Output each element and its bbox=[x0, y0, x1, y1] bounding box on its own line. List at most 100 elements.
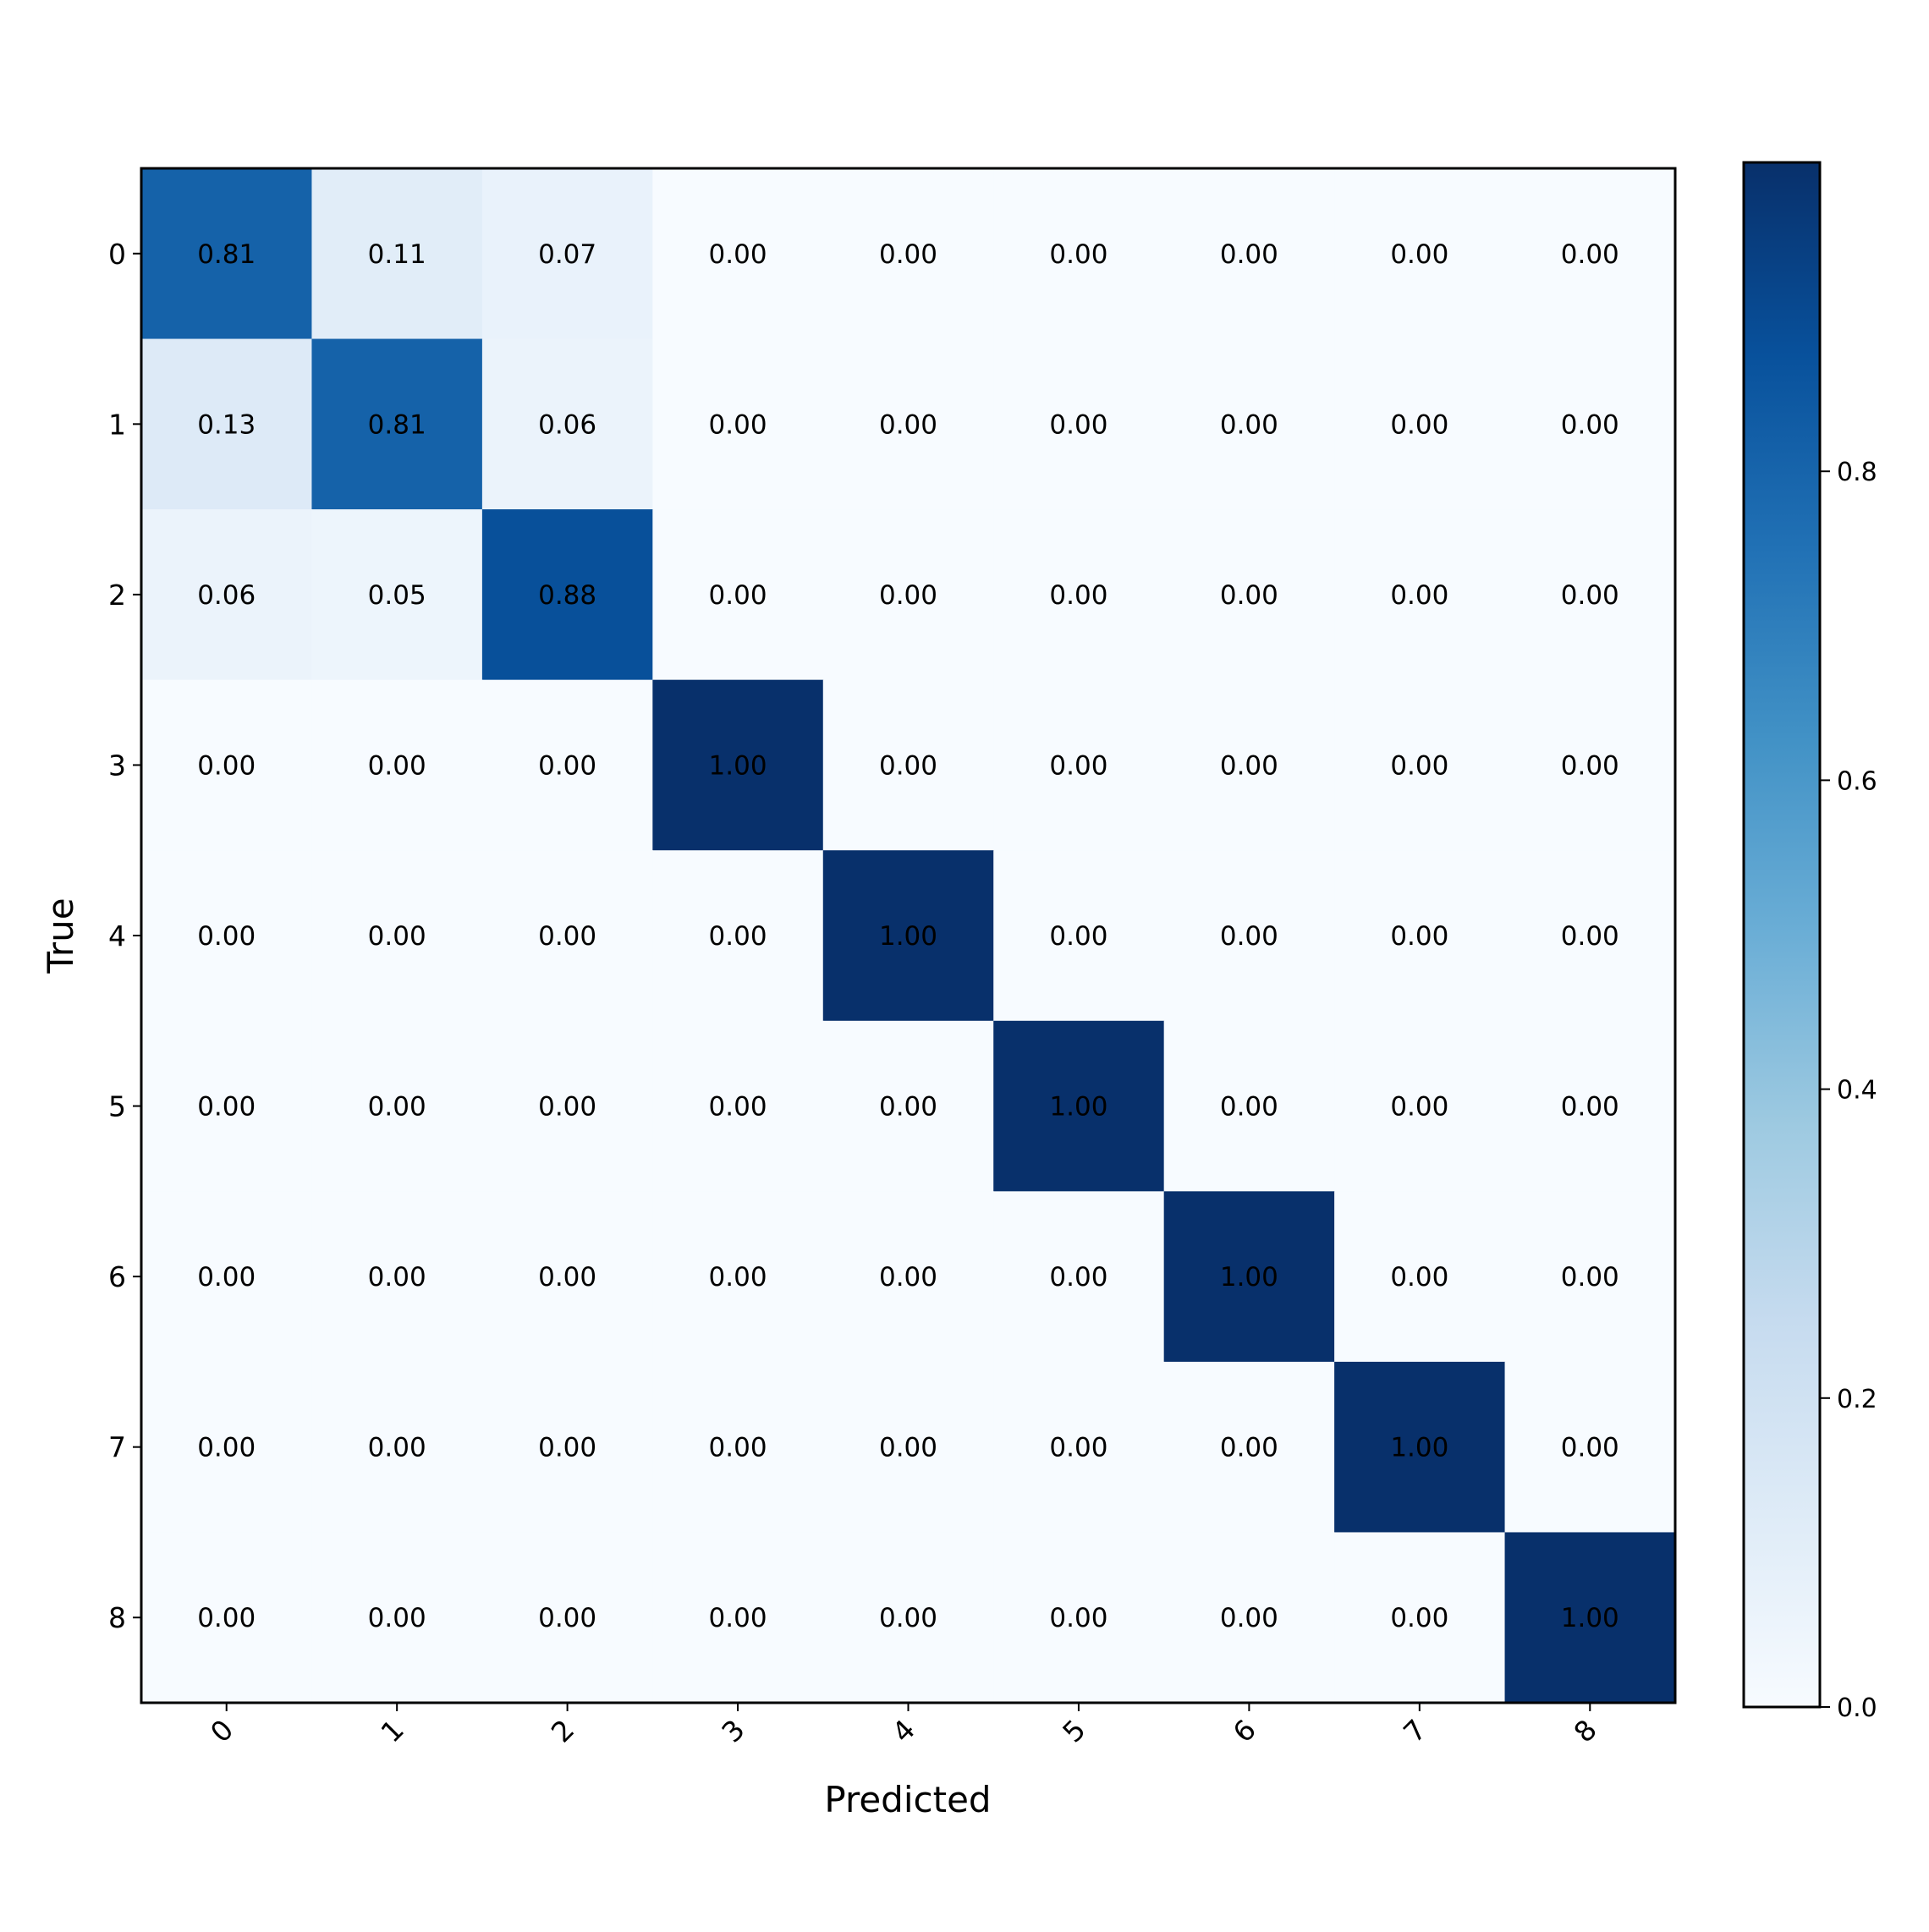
heatmap-cell bbox=[1163, 1020, 1335, 1192]
cell-value-label: 0.00 bbox=[1049, 1262, 1107, 1293]
heatmap-cell bbox=[1163, 1361, 1335, 1534]
x-tick-label: 3 bbox=[715, 1713, 750, 1748]
heatmap-cell bbox=[652, 850, 824, 1022]
colorbar-tick-label: 0.4 bbox=[1837, 1076, 1877, 1106]
heatmap-cell bbox=[141, 168, 313, 340]
cell-value-label: 0.00 bbox=[879, 1092, 937, 1122]
y-tick-label: 7 bbox=[108, 1431, 126, 1464]
heatmap-cell bbox=[993, 1532, 1165, 1704]
heatmap-cell bbox=[311, 1191, 483, 1363]
heatmap-cell bbox=[1334, 679, 1506, 851]
heatmap-cell bbox=[481, 168, 653, 340]
cell-value-label: 0.00 bbox=[197, 1433, 256, 1463]
heatmap-cell bbox=[1163, 850, 1335, 1022]
heatmap-cell bbox=[1504, 1191, 1676, 1363]
heatmap-cell bbox=[1163, 509, 1335, 681]
colorbar-tick-label: 0.2 bbox=[1837, 1385, 1877, 1414]
heatmap-cell bbox=[1504, 679, 1676, 851]
cell-value-label: 0.00 bbox=[879, 1433, 937, 1463]
cell-value-label: 0.00 bbox=[368, 1262, 426, 1293]
cell-value-label: 0.00 bbox=[879, 1262, 937, 1293]
heatmap-cell bbox=[652, 1191, 824, 1363]
cell-value-label: 0.00 bbox=[538, 921, 596, 952]
cell-value-label: 0.00 bbox=[1561, 409, 1619, 440]
heatmap-cell bbox=[311, 338, 483, 510]
cell-value-label: 0.00 bbox=[709, 921, 767, 952]
cell-value-label: 0.00 bbox=[197, 750, 256, 781]
heatmap-cell bbox=[141, 1020, 313, 1192]
y-axis-label: True bbox=[40, 897, 81, 974]
cell-value-label: 0.00 bbox=[538, 1092, 596, 1122]
cell-value-labels: 0.81 0.11 0.07 0.00 0.00 0.00 0.00 0.00 0.00 0.13… bbox=[197, 239, 1619, 1633]
heatmap-cell bbox=[652, 1361, 824, 1534]
cell-value-label: 0.00 bbox=[1220, 1433, 1278, 1463]
x-tick-label: 4 bbox=[886, 1713, 921, 1748]
heatmap-cell bbox=[1334, 1532, 1506, 1704]
heatmap-cell bbox=[311, 679, 483, 851]
cell-value-label: 0.06 bbox=[538, 409, 596, 440]
cell-value-label: 0.00 bbox=[1390, 580, 1448, 611]
cell-value-label: 0.00 bbox=[1049, 750, 1107, 781]
x-tick-label: 8 bbox=[1568, 1713, 1603, 1748]
cell-value-label: 0.00 bbox=[538, 750, 596, 781]
x-tick-label: 2 bbox=[545, 1713, 580, 1748]
cell-value-label: 0.00 bbox=[709, 1092, 767, 1122]
heatmap-cell bbox=[993, 1361, 1165, 1534]
heatmap-cell bbox=[141, 679, 313, 851]
heatmap-cell bbox=[141, 1361, 313, 1534]
heatmap-cell bbox=[311, 1361, 483, 1534]
cell-value-label: 0.00 bbox=[368, 921, 426, 952]
heatmap-cell bbox=[481, 1361, 653, 1534]
cell-value-label: 0.07 bbox=[538, 239, 596, 270]
cell-value-label: 0.00 bbox=[1049, 1603, 1107, 1633]
y-tick-label: 3 bbox=[108, 749, 126, 782]
cell-value-label: 0.00 bbox=[709, 1603, 767, 1633]
heatmap-cell bbox=[822, 509, 994, 681]
heatmap-cell bbox=[1334, 1191, 1506, 1363]
cell-value-label: 0.00 bbox=[1049, 1433, 1107, 1463]
cell-value-label: 0.00 bbox=[1561, 580, 1619, 611]
heatmap-cell bbox=[652, 168, 824, 340]
heatmap-cell bbox=[993, 850, 1165, 1022]
heatmap-cell bbox=[141, 509, 313, 681]
cell-value-label: 0.00 bbox=[1220, 409, 1278, 440]
cell-value-label: 0.00 bbox=[368, 1092, 426, 1122]
y-tick-label: 0 bbox=[108, 238, 126, 271]
cell-value-label: 0.00 bbox=[1220, 580, 1278, 611]
cell-value-label: 0.00 bbox=[197, 1262, 256, 1293]
cell-value-label: 0.00 bbox=[197, 921, 256, 952]
heatmap-cell bbox=[311, 168, 483, 340]
heatmap-cell bbox=[481, 679, 653, 851]
heatmap-cell bbox=[993, 509, 1165, 681]
heatmap-cell bbox=[1334, 1020, 1506, 1192]
y-tick-label: 8 bbox=[108, 1601, 126, 1634]
heatmap-cell bbox=[141, 850, 313, 1022]
heatmap-cell bbox=[652, 509, 824, 681]
x-tick-label: 7 bbox=[1397, 1713, 1432, 1748]
cell-value-label: 0.00 bbox=[197, 1603, 256, 1633]
cell-value-label: 0.00 bbox=[1390, 1092, 1448, 1122]
cell-value-label: 0.00 bbox=[1390, 1262, 1448, 1293]
heatmap-cell bbox=[822, 1191, 994, 1363]
cell-value-label: 1.00 bbox=[879, 921, 937, 952]
heatmap-cell bbox=[822, 168, 994, 340]
cell-value-label: 0.00 bbox=[1561, 750, 1619, 781]
cell-value-label: 0.00 bbox=[1220, 239, 1278, 270]
heatmap-cell bbox=[993, 679, 1165, 851]
cell-value-label: 1.00 bbox=[1049, 1092, 1107, 1122]
cell-value-label: 0.00 bbox=[709, 239, 767, 270]
cell-value-label: 0.05 bbox=[368, 580, 426, 611]
cell-value-label: 0.00 bbox=[709, 409, 767, 440]
heatmap-cell bbox=[481, 1020, 653, 1192]
heatmap-cell bbox=[481, 509, 653, 681]
heatmap-cell bbox=[311, 1020, 483, 1192]
heatmap-cell bbox=[141, 1191, 313, 1363]
heatmap-cell bbox=[1334, 338, 1506, 510]
y-tick-label: 1 bbox=[108, 408, 126, 441]
heatmap-cell bbox=[481, 850, 653, 1022]
cell-value-label: 0.00 bbox=[1049, 239, 1107, 270]
cell-value-label: 0.81 bbox=[368, 409, 426, 440]
cell-value-label: 0.00 bbox=[1390, 921, 1448, 952]
cell-value-label: 0.88 bbox=[538, 580, 596, 611]
